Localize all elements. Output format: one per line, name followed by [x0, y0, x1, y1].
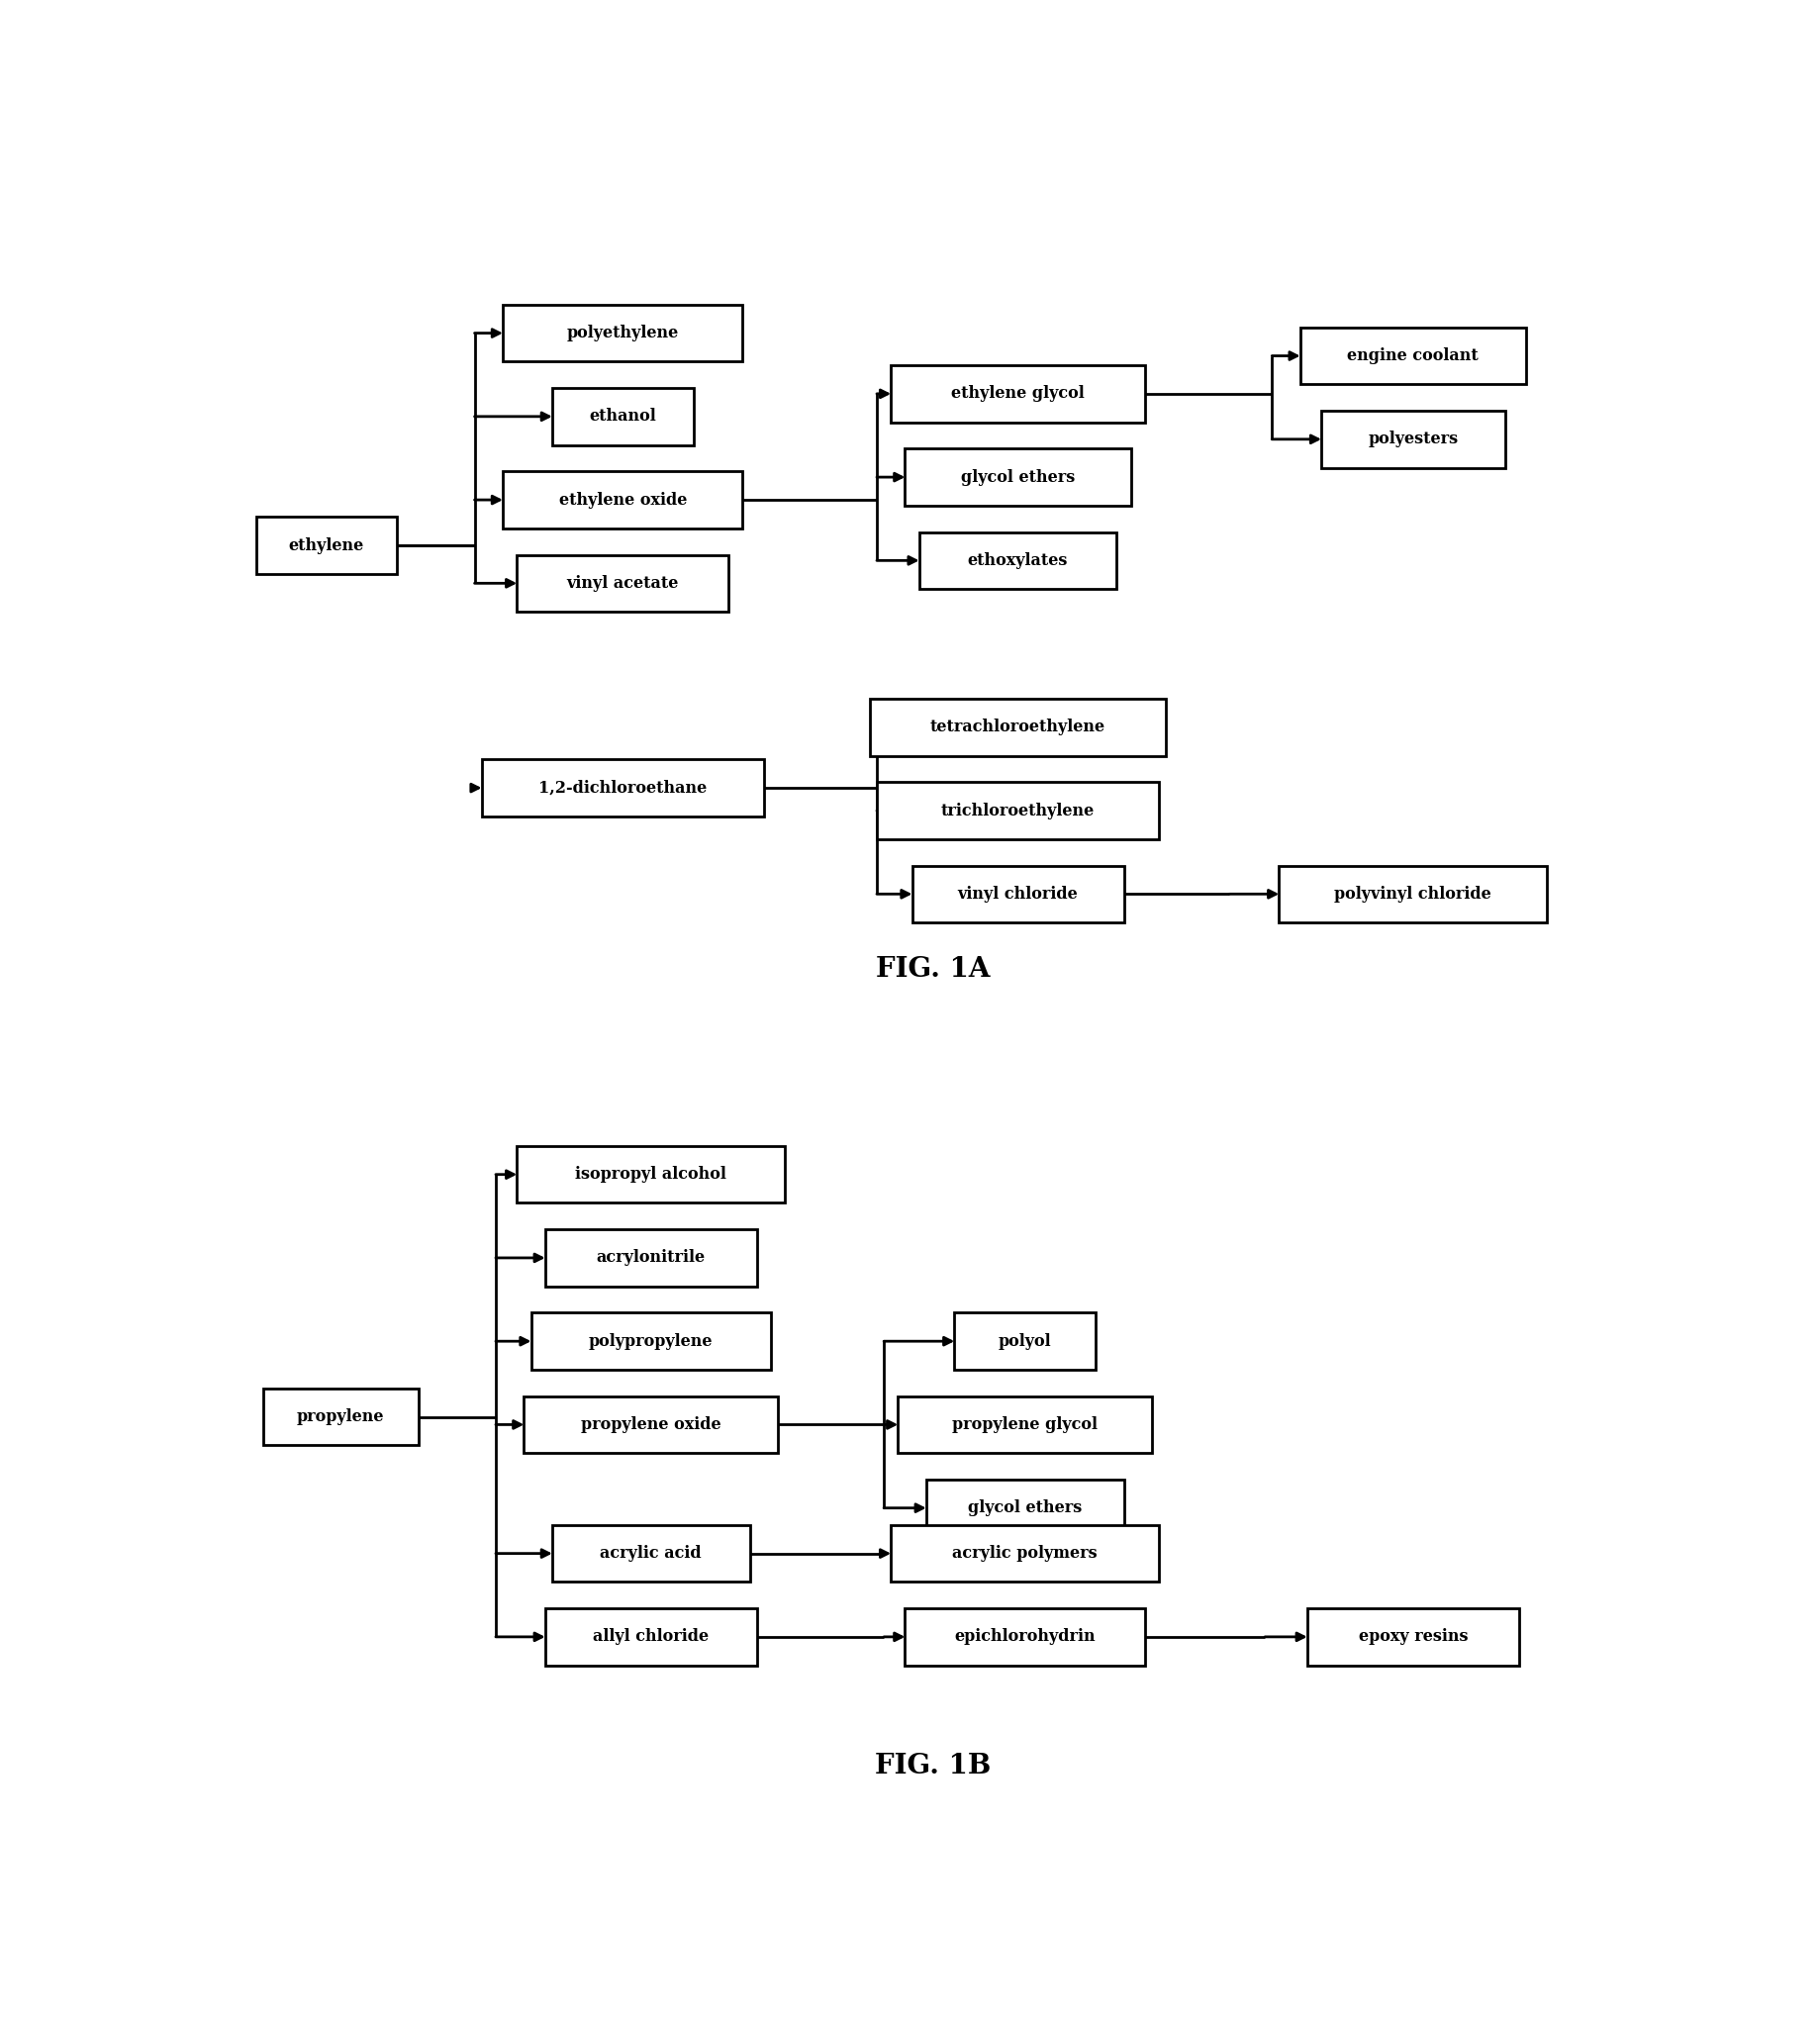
Text: vinyl acetate: vinyl acetate — [566, 575, 679, 591]
Bar — [544, 1229, 757, 1285]
Bar — [1307, 1608, 1518, 1665]
Text: isopropyl alcohol: isopropyl alcohol — [575, 1166, 726, 1183]
Text: allyl chloride: allyl chloride — [593, 1629, 708, 1645]
Bar — [877, 783, 1159, 839]
Text: polyol: polyol — [997, 1332, 1050, 1350]
Bar — [905, 1608, 1145, 1665]
Text: tetrachloroethylene: tetrachloroethylene — [930, 718, 1105, 737]
Bar — [551, 1526, 750, 1582]
Text: polyesters: polyesters — [1367, 430, 1458, 448]
Bar — [524, 1396, 777, 1453]
Text: ethylene oxide: ethylene oxide — [559, 492, 686, 509]
Text: acrylonitrile: acrylonitrile — [597, 1249, 704, 1265]
Text: acrylic polymers: acrylic polymers — [952, 1546, 1097, 1562]
Text: ethylene: ethylene — [289, 537, 364, 553]
Text: epoxy resins: epoxy resins — [1358, 1629, 1467, 1645]
Text: glycol ethers: glycol ethers — [968, 1499, 1081, 1516]
Bar — [262, 1388, 419, 1445]
Text: trichloroethylene: trichloroethylene — [941, 803, 1094, 819]
Bar — [551, 387, 693, 444]
Bar — [544, 1608, 757, 1665]
Bar — [890, 365, 1145, 422]
Bar — [870, 698, 1165, 755]
Bar — [502, 305, 743, 361]
Bar — [897, 1396, 1152, 1453]
Bar — [905, 448, 1130, 507]
Text: ethanol: ethanol — [590, 408, 655, 426]
Text: FIG. 1B: FIG. 1B — [875, 1752, 990, 1780]
Bar — [531, 1314, 770, 1370]
Text: FIG. 1A: FIG. 1A — [875, 957, 990, 983]
Text: polyethylene: polyethylene — [566, 325, 679, 341]
Bar — [480, 759, 764, 817]
Text: epichlorohydrin: epichlorohydrin — [954, 1629, 1096, 1645]
Text: polyvinyl chloride: polyvinyl chloride — [1334, 886, 1491, 902]
Bar — [502, 472, 743, 529]
Text: glycol ethers: glycol ethers — [961, 468, 1074, 486]
Bar — [255, 517, 397, 573]
Text: 1,2-dichloroethane: 1,2-dichloroethane — [539, 779, 706, 797]
Bar — [926, 1479, 1123, 1536]
Text: propylene oxide: propylene oxide — [581, 1417, 721, 1433]
Bar — [1321, 412, 1503, 468]
Text: engine coolant: engine coolant — [1347, 347, 1478, 365]
Text: acrylic acid: acrylic acid — [601, 1546, 701, 1562]
Text: polypropylene: polypropylene — [588, 1332, 713, 1350]
Text: vinyl chloride: vinyl chloride — [957, 886, 1077, 902]
Bar — [954, 1314, 1096, 1370]
Text: propylene: propylene — [297, 1409, 384, 1425]
Bar — [1299, 327, 1525, 383]
Bar — [517, 555, 728, 611]
Text: ethoxylates: ethoxylates — [966, 553, 1068, 569]
Text: ethylene glycol: ethylene glycol — [950, 385, 1085, 402]
Bar — [517, 1146, 784, 1203]
Bar — [912, 866, 1123, 922]
Bar — [1278, 866, 1547, 922]
Text: propylene glycol: propylene glycol — [952, 1417, 1097, 1433]
Bar — [890, 1526, 1158, 1582]
Bar — [919, 533, 1116, 589]
